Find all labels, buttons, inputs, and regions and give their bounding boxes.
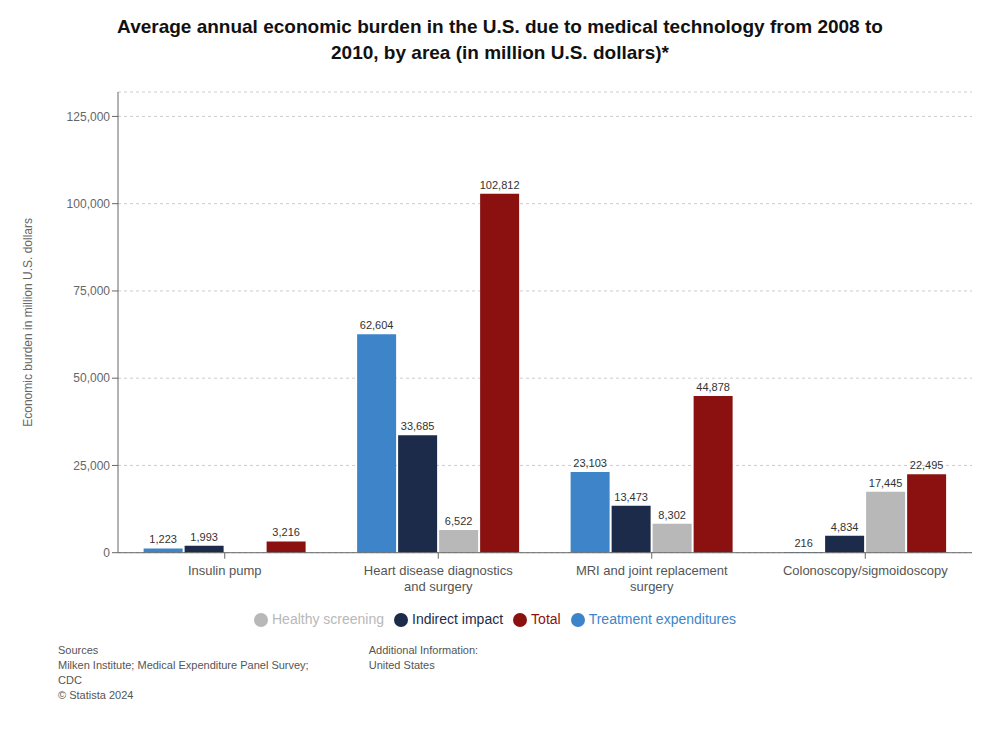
svg-text:8,302: 8,302: [658, 509, 686, 521]
svg-text:62,604: 62,604: [360, 319, 394, 331]
svg-text:Economic burden in million U.S: Economic burden in million U.S. dollars: [21, 218, 35, 427]
svg-text:MRI and joint replacementsurge: MRI and joint replacementsurgery: [576, 563, 728, 594]
html-text:Healthy screening: Healthy screening: [272, 610, 384, 627]
svg-text:22,495: 22,495: [910, 459, 944, 471]
svg-text:102,812: 102,812: [480, 179, 520, 191]
svg-text:13,473: 13,473: [614, 491, 648, 503]
svg-text:25,000: 25,000: [73, 459, 110, 473]
html-text:Additional Information: United: Additional Information: United States: [368, 644, 479, 671]
svg-text:75,000: 75,000: [73, 284, 110, 298]
svg-text:100,000: 100,000: [67, 197, 111, 211]
svg-text:1,223: 1,223: [149, 533, 177, 545]
html-text:Indirect impact: Indirect impact: [412, 610, 504, 627]
svg-text:23,103: 23,103: [573, 457, 607, 469]
html-text:Average annual economic burden: Average annual economic burden in the U.…: [117, 16, 883, 63]
svg-text:1,993: 1,993: [190, 531, 218, 543]
svg-text:3,216: 3,216: [272, 526, 300, 538]
svg-text:4,834: 4,834: [831, 521, 859, 533]
svg-text:50,000: 50,000: [73, 371, 110, 385]
svg-text:33,685: 33,685: [401, 420, 435, 432]
svg-text:6,522: 6,522: [445, 515, 473, 527]
svg-text:Insulin pump: Insulin pump: [188, 563, 262, 578]
html-text:Sources Milken Institute; Medi: Sources Milken Institute; Medical Expend…: [58, 644, 309, 701]
svg-text:17,445: 17,445: [869, 477, 903, 489]
html-text:Total: Total: [531, 610, 561, 627]
svg-text:125,000: 125,000: [67, 110, 111, 124]
svg-text:216: 216: [794, 537, 812, 549]
svg-text:44,878: 44,878: [696, 381, 730, 393]
svg-text:Heart disease diagnosticsand s: Heart disease diagnosticsand surgery: [364, 563, 513, 594]
html-text:Treatment expenditures: Treatment expenditures: [588, 610, 736, 627]
svg-text:Colonoscopy/sigmoidoscopy: Colonoscopy/sigmoidoscopy: [783, 563, 948, 578]
svg-text:0: 0: [103, 546, 110, 560]
